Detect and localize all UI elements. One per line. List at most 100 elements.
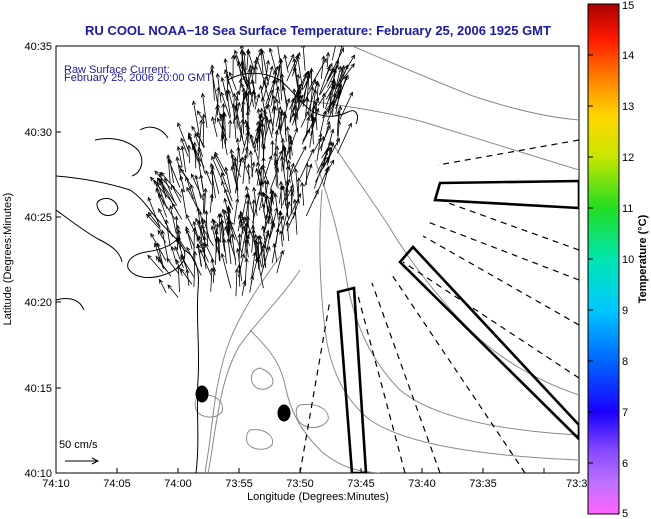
current-vector bbox=[159, 180, 178, 213]
current-vector bbox=[305, 163, 308, 186]
current-vector bbox=[215, 230, 218, 265]
current-vector-head bbox=[213, 153, 218, 159]
current-vector bbox=[256, 121, 259, 151]
current-vector bbox=[250, 257, 258, 284]
current-vector bbox=[318, 66, 330, 96]
current-vector bbox=[234, 158, 242, 194]
current-vector-head bbox=[250, 89, 256, 95]
current-vector bbox=[275, 160, 279, 189]
current-vector-head bbox=[171, 184, 176, 189]
current-vector-head bbox=[242, 75, 247, 80]
current-vector-head bbox=[237, 264, 242, 269]
current-vector bbox=[250, 134, 261, 166]
current-vector bbox=[308, 58, 327, 90]
current-vector-head bbox=[170, 245, 175, 251]
current-vector-head bbox=[234, 105, 239, 110]
current-vector bbox=[235, 105, 244, 139]
current-vector-head bbox=[325, 165, 330, 171]
current-vector-head bbox=[308, 163, 313, 169]
current-vector bbox=[194, 142, 197, 169]
current-vector-head bbox=[269, 65, 274, 71]
current-vector bbox=[209, 194, 213, 213]
current-vector bbox=[188, 145, 190, 164]
current-vector-head bbox=[185, 213, 190, 219]
current-vector bbox=[246, 93, 249, 120]
current-vector-head bbox=[242, 51, 247, 56]
x-tick-label: 74:10 bbox=[42, 478, 70, 490]
current-vector-head bbox=[334, 64, 339, 69]
current-vector bbox=[262, 233, 269, 253]
current-vector-head bbox=[231, 103, 236, 109]
current-vector bbox=[177, 225, 180, 243]
current-vector bbox=[251, 229, 255, 253]
current-vector bbox=[281, 138, 284, 172]
colorbar-tick-label: 10 bbox=[622, 254, 634, 266]
current-vector bbox=[186, 247, 202, 276]
current-vector-head bbox=[221, 102, 226, 108]
current-vector-head bbox=[290, 53, 295, 59]
current-vector bbox=[197, 132, 205, 148]
current-vector bbox=[256, 119, 263, 144]
current-vector-head bbox=[280, 137, 285, 143]
current-vector bbox=[202, 93, 208, 128]
current-vector bbox=[320, 136, 325, 152]
current-vector-head bbox=[191, 125, 196, 131]
current-vector-head bbox=[220, 252, 225, 258]
radial-dashed-lines bbox=[299, 139, 579, 473]
current-vector-head bbox=[215, 222, 220, 228]
colorbar-tick-label: 5 bbox=[622, 508, 628, 519]
current-vector bbox=[178, 165, 187, 178]
current-vector-head bbox=[250, 79, 255, 84]
current-vector-head bbox=[344, 64, 349, 70]
current-vector bbox=[204, 188, 206, 214]
current-vector bbox=[327, 89, 341, 122]
current-vector-head bbox=[325, 51, 331, 57]
current-vector bbox=[198, 147, 205, 174]
current-vector-head bbox=[258, 239, 263, 245]
current-vector bbox=[194, 133, 203, 157]
current-vector bbox=[220, 92, 231, 119]
current-vector-head bbox=[259, 107, 264, 113]
current-vector-head bbox=[241, 156, 246, 162]
current-vector bbox=[266, 195, 274, 223]
current-vector bbox=[275, 106, 281, 127]
current-vector bbox=[192, 146, 198, 160]
current-vector-head bbox=[329, 67, 334, 73]
current-vector bbox=[301, 129, 311, 145]
current-vector-head bbox=[197, 131, 201, 137]
current-vector bbox=[171, 246, 178, 265]
current-vector bbox=[291, 87, 301, 113]
current-vector-head bbox=[338, 83, 343, 89]
colorbar-tick-label: 11 bbox=[622, 203, 633, 215]
current-vector bbox=[164, 178, 175, 203]
current-vector-head bbox=[273, 192, 278, 198]
current-vector-head bbox=[249, 134, 254, 139]
current-vector bbox=[239, 219, 244, 234]
current-vector-head bbox=[159, 278, 163, 284]
current-vector-head bbox=[203, 219, 208, 225]
current-vector-head bbox=[224, 226, 229, 231]
current-vector bbox=[288, 160, 295, 193]
current-vector-head bbox=[244, 92, 250, 98]
current-vector-head bbox=[259, 165, 264, 171]
current-vector bbox=[262, 164, 269, 185]
current-vector-head bbox=[265, 59, 270, 65]
current-vector bbox=[177, 122, 190, 153]
current-vector-head bbox=[199, 119, 204, 125]
current-vector bbox=[284, 54, 289, 73]
current-vector-head bbox=[235, 90, 240, 96]
current-vector-head bbox=[209, 267, 214, 273]
current-vector bbox=[339, 92, 353, 120]
current-vector-head bbox=[150, 232, 155, 238]
current-vector bbox=[220, 114, 226, 133]
current-vector-head bbox=[224, 188, 228, 194]
current-vector-head bbox=[185, 226, 190, 231]
current-vector-head bbox=[337, 105, 343, 111]
current-vector-head bbox=[223, 57, 228, 63]
current-vector bbox=[305, 189, 319, 217]
current-vector-head bbox=[279, 180, 284, 186]
current-vector-head bbox=[174, 215, 179, 221]
current-vector-head bbox=[244, 193, 249, 199]
current-vector bbox=[186, 187, 200, 212]
current-vector bbox=[231, 234, 237, 266]
